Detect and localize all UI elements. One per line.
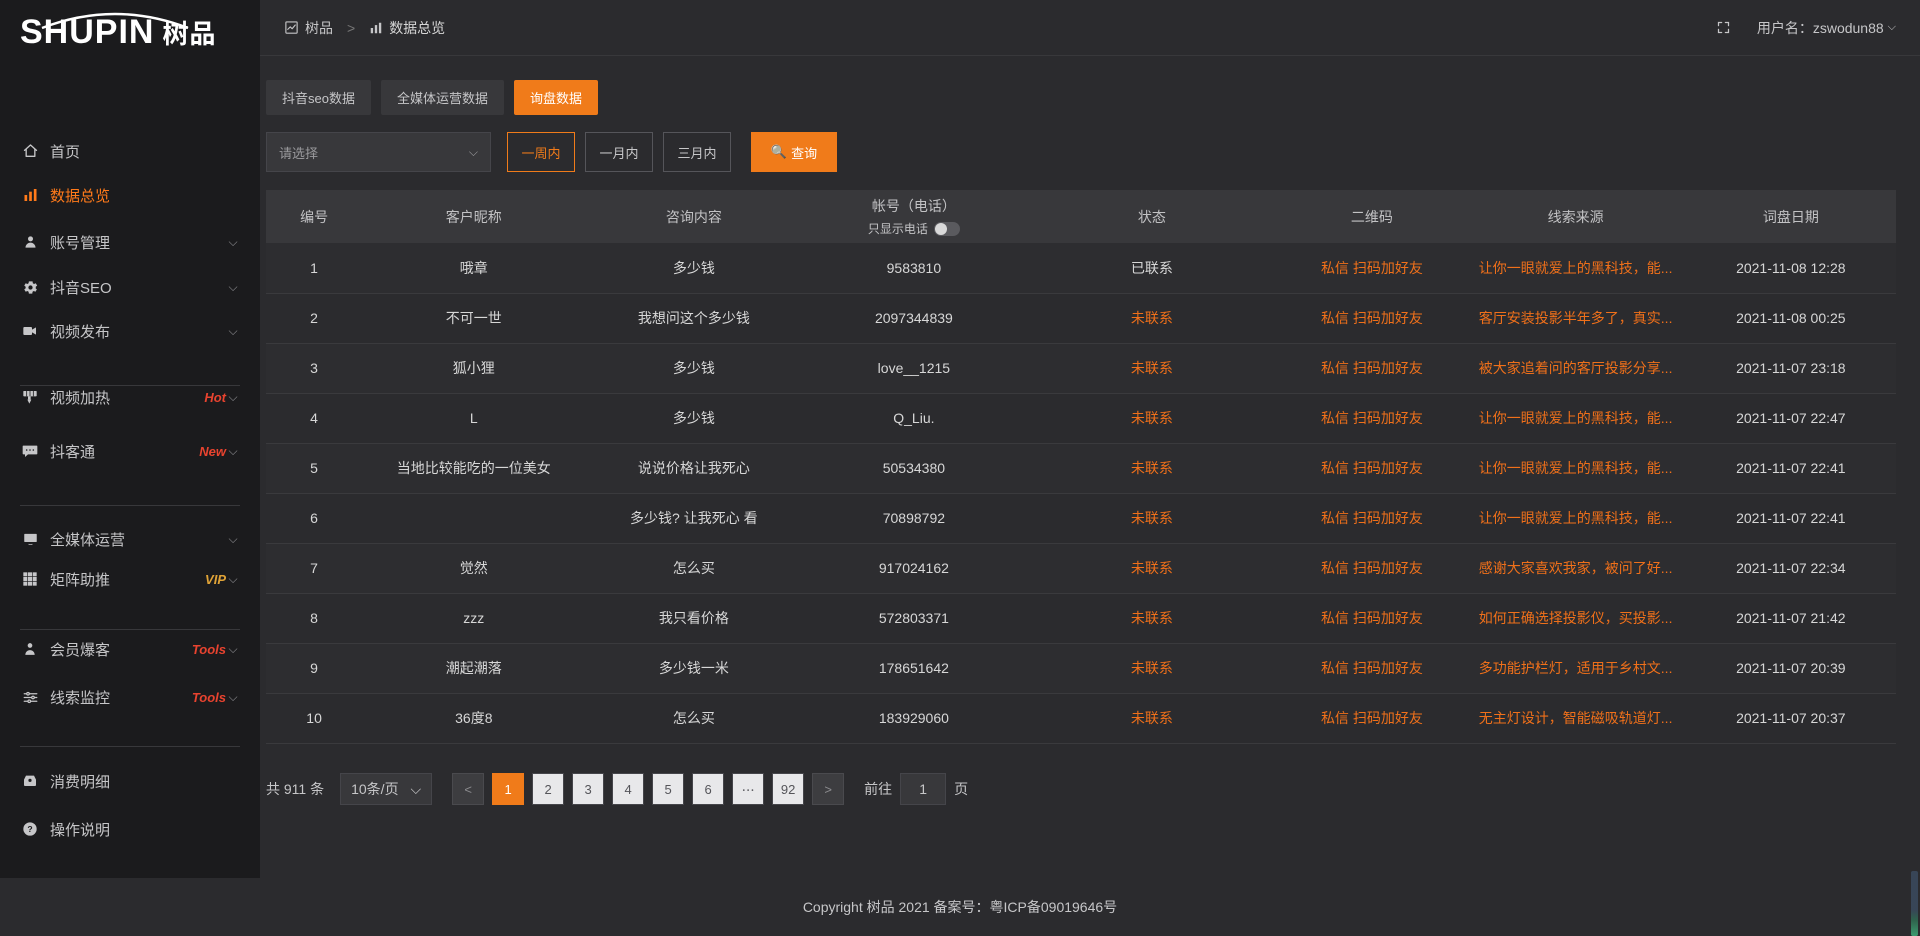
svg-text:?: ? bbox=[27, 824, 32, 834]
